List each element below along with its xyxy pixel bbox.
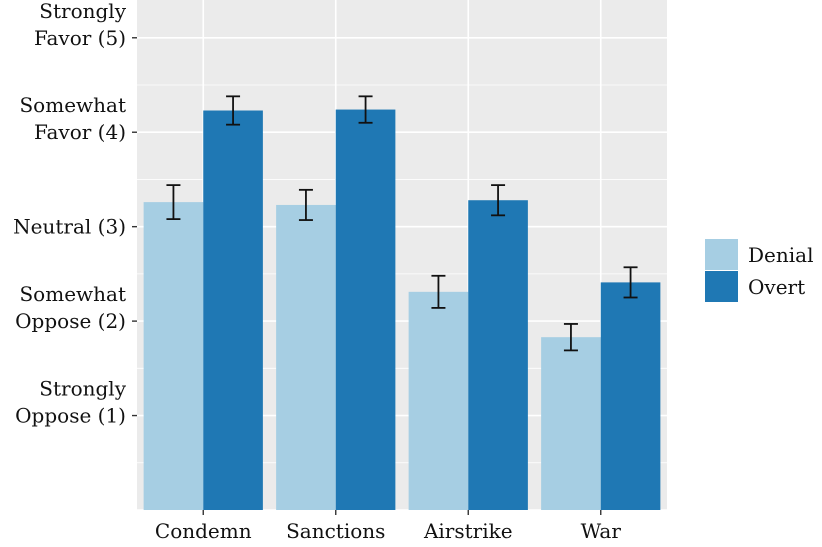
bar-denial-condemn — [143, 202, 204, 510]
y-tick-label: Neutral (3) — [13, 215, 126, 239]
legend: Denial Overt — [705, 239, 813, 302]
y-tick-label: Strongly Favor (5) — [34, 0, 127, 50]
bar-overt-sanctions — [335, 109, 396, 511]
y-tick-label: Strongly Oppose (1) — [15, 377, 127, 428]
legend-key-denial — [705, 239, 738, 270]
x-axis: Condemn Sanctions Airstrike War — [155, 510, 621, 543]
legend-key-overt — [705, 271, 738, 302]
x-tick-label: Airstrike — [423, 519, 513, 543]
error-bar-denial-war — [563, 323, 578, 352]
x-tick-label: Condemn — [155, 519, 252, 543]
legend-label-overt: Overt — [748, 275, 805, 299]
error-bar-overt-airstrike — [491, 184, 506, 217]
y-tick-label: Somewhat Favor (4) — [19, 93, 126, 144]
y-axis: Strongly Favor (5) Somewhat Favor (4) Neutra… — [13, 0, 137, 428]
error-bar-denial-sanctions — [298, 188, 313, 221]
error-bar-denial-airstrike — [431, 274, 446, 309]
y-tick-label: Somewhat Oppose (2) — [15, 282, 126, 333]
bars — [143, 109, 661, 511]
bar-overt-airstrike — [468, 200, 528, 510]
bar-denial-sanctions — [276, 204, 336, 510]
legend-label-denial: Denial — [748, 243, 813, 267]
bar-overt-war — [600, 282, 661, 510]
x-tick-label: War — [581, 519, 622, 543]
bar-overt-condemn — [203, 110, 263, 510]
error-bars — [166, 95, 638, 352]
bar-denial-war — [541, 337, 601, 510]
error-bar-overt-war — [623, 266, 638, 299]
error-bar-overt-condemn — [226, 95, 241, 126]
bar-denial-airstrike — [408, 291, 469, 510]
x-tick-label: Sanctions — [286, 519, 385, 543]
error-bar-overt-sanctions — [358, 95, 373, 124]
error-bar-denial-condemn — [166, 184, 181, 221]
